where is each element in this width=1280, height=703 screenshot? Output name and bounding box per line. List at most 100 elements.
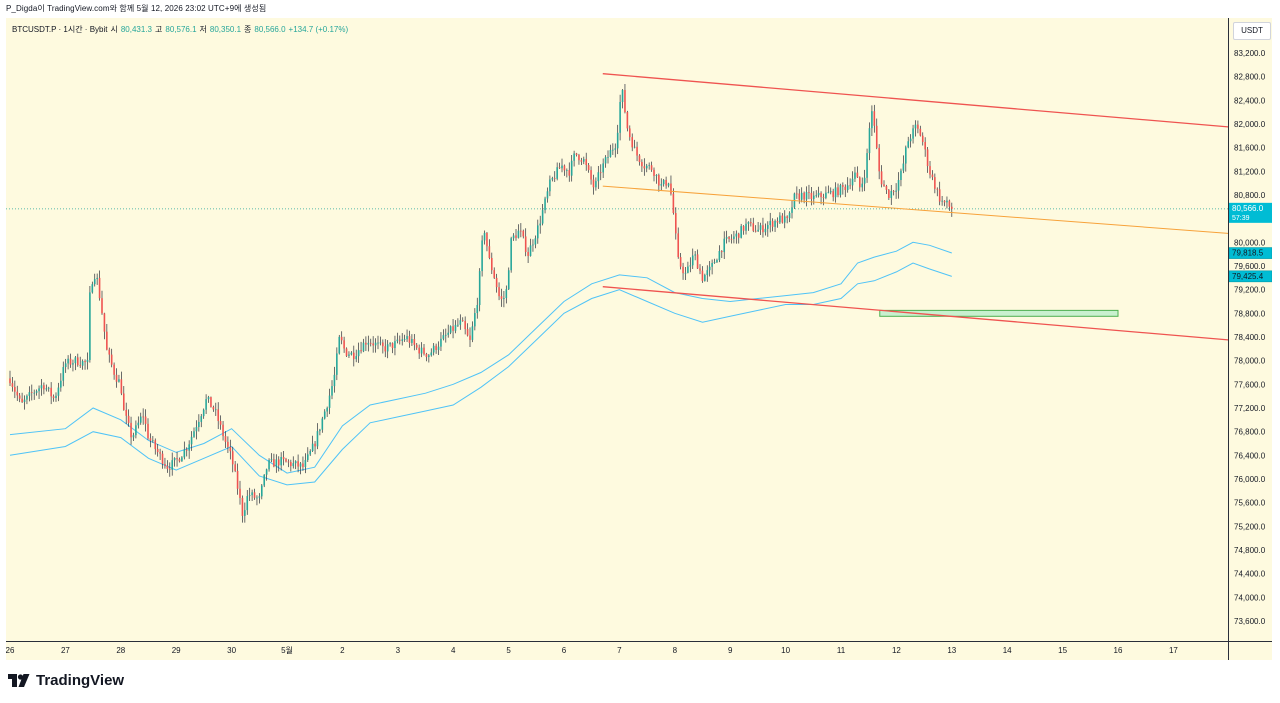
y-tick-label: 78,000.0 — [1234, 357, 1266, 366]
candle-body — [132, 435, 135, 438]
candle-body — [769, 220, 772, 226]
candle-body — [110, 354, 113, 365]
candle-body — [578, 154, 580, 161]
candle-body — [771, 220, 774, 227]
candle-body — [546, 191, 549, 199]
candle-body — [602, 163, 604, 173]
candle-body — [415, 344, 418, 348]
candle-body — [348, 354, 350, 356]
candle-body — [367, 342, 370, 345]
chart-area[interactable]: 83,200.0 82,800.0 82,400.0 82,000.0 81,600.0… — [6, 18, 1272, 660]
candle-body — [677, 233, 680, 258]
candle-body — [636, 146, 638, 156]
high-value: 80,576.1 — [165, 25, 197, 34]
candle-body — [592, 179, 595, 188]
x-tick-label: 8 — [673, 646, 678, 655]
candle-body — [607, 156, 609, 158]
candle-body — [437, 346, 440, 350]
candle-body — [224, 436, 227, 442]
candle-body — [442, 335, 445, 339]
candle-body — [834, 187, 837, 198]
candle-body — [670, 183, 672, 194]
candle-body — [943, 200, 946, 203]
candle-body — [253, 492, 256, 498]
candle-body — [101, 298, 103, 314]
candle-body — [181, 457, 183, 462]
candle-body — [273, 459, 275, 467]
candle-body — [275, 459, 278, 467]
candle-body — [645, 165, 648, 169]
candle-body — [885, 186, 888, 190]
x-tick-label: 29 — [172, 646, 181, 655]
candle-body — [471, 326, 474, 340]
candle-body — [285, 459, 287, 462]
candle-body — [829, 191, 832, 193]
candle-body — [796, 193, 798, 195]
currency-selector[interactable]: USDT — [1233, 22, 1271, 40]
candle-body — [384, 346, 387, 352]
candle-body — [64, 363, 67, 368]
candle-body — [38, 388, 40, 392]
candle-body — [207, 397, 210, 400]
candle-body — [321, 418, 324, 430]
candle-body — [350, 352, 353, 355]
candle-body — [902, 163, 905, 171]
candle-body — [171, 460, 174, 470]
candle-body — [716, 260, 718, 263]
candle-body — [863, 177, 866, 184]
candle-body — [343, 340, 345, 349]
candle-body — [570, 160, 573, 176]
candle-body — [152, 440, 154, 442]
candle-body — [464, 321, 466, 330]
x-tick-label: 28 — [116, 646, 125, 655]
candle-body — [536, 225, 539, 239]
price-label-text: 79,818.5 — [1232, 249, 1264, 258]
x-tick-label: 30 — [227, 646, 236, 655]
candle-body — [938, 189, 941, 202]
candle-body — [541, 210, 544, 224]
candle-body — [873, 111, 876, 126]
x-tick-label: 17 — [1169, 646, 1178, 655]
candle-body — [413, 339, 416, 345]
candle-body — [391, 343, 394, 349]
candle-body — [551, 178, 554, 180]
candle-body — [125, 409, 128, 416]
y-tick-label: 77,200.0 — [1234, 404, 1266, 413]
candle-body — [653, 169, 655, 176]
candle-body — [103, 313, 106, 332]
candle-body — [89, 292, 91, 360]
candle-body — [505, 289, 508, 299]
y-tick-label: 79,200.0 — [1234, 286, 1266, 295]
candle-body — [558, 167, 561, 169]
change-value: +134.7 (+0.17%) — [288, 25, 349, 34]
candle-body — [280, 457, 282, 466]
candle-body — [260, 485, 263, 497]
price-chart[interactable]: 83,200.0 82,800.0 82,400.0 82,000.0 81,600.0… — [6, 18, 1272, 660]
candle-body — [711, 263, 713, 267]
candle-body — [774, 220, 776, 227]
y-tick-label: 83,200.0 — [1234, 49, 1266, 58]
candle-body — [766, 225, 769, 229]
candle-body — [909, 138, 912, 142]
candle-body — [718, 251, 721, 261]
symbol-label[interactable]: BTCUSDT.P · 1시간 · Bybit — [12, 25, 108, 34]
candle-body — [406, 336, 408, 340]
candle-body — [590, 170, 592, 180]
candle-body — [156, 448, 159, 453]
candle-body — [674, 213, 677, 234]
candle-body — [96, 277, 98, 280]
y-tick-label: 78,400.0 — [1234, 333, 1266, 342]
low-value: 80,350.1 — [209, 25, 242, 34]
candle-body — [149, 438, 152, 441]
candle-body — [493, 270, 496, 278]
candle-body — [127, 415, 130, 423]
chart-caption: P_Digda이 TradingView.com와 함께 5월 12, 2026… — [6, 4, 267, 13]
candle-body — [183, 449, 186, 458]
candle-body — [166, 465, 169, 469]
candle-body — [30, 392, 33, 393]
candle-body — [699, 268, 701, 271]
candle-body — [130, 422, 132, 438]
price-axis[interactable] — [1228, 18, 1273, 660]
candle-body — [425, 353, 428, 358]
candle-body — [263, 474, 266, 486]
